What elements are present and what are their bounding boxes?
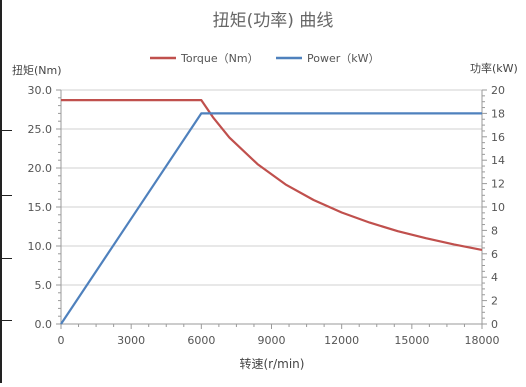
left-border-tick <box>0 258 12 259</box>
axes-layer: 0.0 5.0 10.0 15.0 20.0 25.0 30.0 0 2 4 6 8 10 12 14 16 1… <box>28 84 506 347</box>
y-axis-left-tick-label: 20.0 <box>28 162 53 175</box>
y-axis-right-tick-label: 10 <box>491 201 505 214</box>
y-axis-left-tick-label: 25.0 <box>28 123 53 136</box>
y-axis-right-tick-label: 0 <box>491 318 498 331</box>
legend-torque-label: Torque（Nm） <box>180 52 259 65</box>
y-axis-left-tick-label: 10.0 <box>28 240 53 253</box>
x-axis-tick-label: 12000 <box>324 334 359 347</box>
left-border-line <box>0 0 2 383</box>
y-axis-right-tick-label: 4 <box>491 271 498 284</box>
x-axis-label: 转速(r/min) <box>240 356 305 371</box>
y-axis-right-tick-label: 2 <box>491 295 498 308</box>
y-axis-left-tick-label: 0.0 <box>35 318 53 331</box>
y-axis-left-tick-label: 5.0 <box>35 279 53 292</box>
y-axis-left-tick-label: 15.0 <box>28 201 53 214</box>
y-axis-right-tick-label: 8 <box>491 224 498 237</box>
legend-power-label: Power（kW） <box>307 52 380 65</box>
x-axis-tick-label: 3000 <box>117 334 145 347</box>
y-axis-right-tick-label: 6 <box>491 248 498 261</box>
power-series-line <box>60 112 482 325</box>
y-axis-right-tick-label: 20 <box>491 84 505 97</box>
y-axis-right-tick-label: 16 <box>491 131 505 144</box>
y-axis-left-tick-label: 30.0 <box>28 84 53 97</box>
chart-title: 扭矩(功率) 曲线 <box>213 11 334 31</box>
y-axis-left-label: 扭矩(Nm) <box>12 63 62 77</box>
x-axis-tick-label: 0 <box>58 334 65 347</box>
left-border-tick <box>0 320 12 321</box>
y-axis-right-label: 功率(kW) <box>470 61 518 75</box>
x-axis-tick-label: 18000 <box>465 334 500 347</box>
torque-series-line <box>61 98 483 251</box>
grid-layer <box>61 89 482 325</box>
left-border-tick <box>0 130 12 131</box>
legend: Torque（Nm） Power（kW） <box>150 52 380 65</box>
left-border-tick <box>0 195 12 196</box>
x-axis-tick-label: 6000 <box>187 334 215 347</box>
text-layer: 扭矩(功率) 曲线 扭矩(Nm) 功率(kW) 转速(r/min) <box>12 11 518 371</box>
x-axis-tick-label: 15000 <box>394 334 429 347</box>
y-axis-right-tick-label: 12 <box>491 178 505 191</box>
y-axis-right-tick-label: 14 <box>491 154 505 167</box>
series-layer <box>60 98 483 325</box>
x-axis-tick-label: 9000 <box>258 334 286 347</box>
y-axis-right-tick-label: 18 <box>491 107 505 120</box>
